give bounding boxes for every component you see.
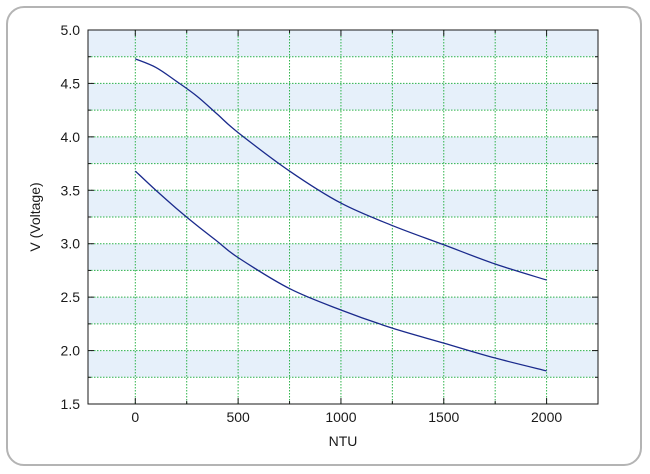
background-band <box>88 243 598 271</box>
background-band <box>88 350 598 378</box>
series-line-lower <box>134 170 547 372</box>
chart-frame <box>6 6 642 466</box>
y-axis-title: V (Voltage) <box>27 182 43 251</box>
y-tick-label: 3.0 <box>61 236 81 252</box>
series-line-upper <box>135 58 547 281</box>
y-tick-label: 4.5 <box>61 75 81 91</box>
x-tick-label: 0 <box>131 409 139 425</box>
y-tick-label: 5.0 <box>61 22 81 38</box>
x-tick-label: 2000 <box>531 409 562 425</box>
y-tick-label: 1.5 <box>61 396 81 412</box>
series-lines <box>134 58 547 372</box>
grid-lines <box>88 30 598 404</box>
x-tick-label: 1000 <box>325 409 356 425</box>
y-tick-labels: 1.5 2.0 2.5 3.0 3.5 4.0 4.5 5.0 <box>61 22 81 412</box>
x-tick-labels: 0 500 1000 1500 2000 <box>131 409 562 425</box>
y-tick-label: 2.5 <box>61 289 81 305</box>
background-band <box>88 136 598 164</box>
y-tick-label: 3.5 <box>61 182 81 198</box>
x-tick-label: 500 <box>226 409 250 425</box>
y-tick-label: 2.0 <box>61 343 81 359</box>
x-axis-title: NTU <box>329 433 358 449</box>
background-band <box>88 30 598 57</box>
background-bands <box>88 30 598 378</box>
axis-ticks <box>88 29 598 405</box>
x-tick-label: 1500 <box>428 409 459 425</box>
background-band <box>88 83 598 111</box>
y-tick-label: 4.0 <box>61 129 81 145</box>
